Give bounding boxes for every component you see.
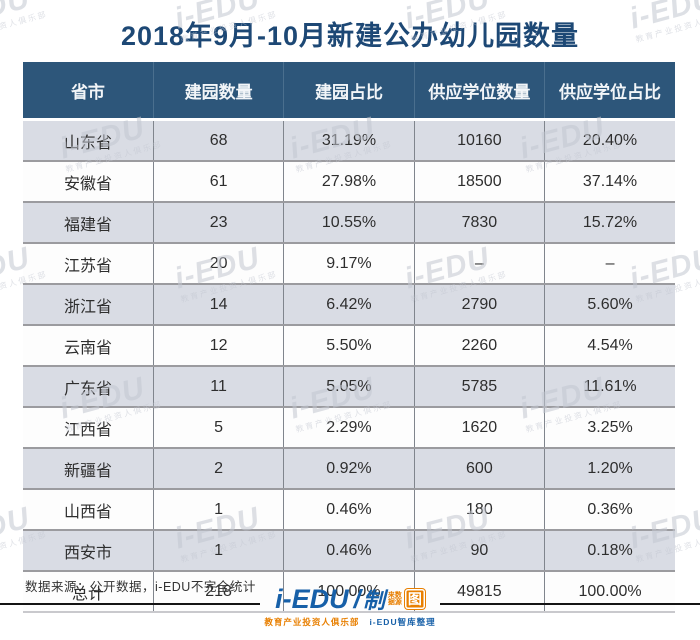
column-header: 建园占比	[283, 62, 415, 120]
value-cell: 1	[152, 530, 284, 571]
value-cell: 10.55%	[283, 202, 415, 243]
value-cell: 600	[413, 448, 545, 489]
row-label-cell: 总计	[71, 585, 104, 603]
row-label-cell: 福建省	[63, 216, 112, 234]
brand-smalltext-top: 来数	[387, 592, 402, 599]
value-cell: 23	[152, 202, 284, 243]
row-label-cell: 西安市	[63, 544, 112, 562]
value-cell: 2.29%	[283, 407, 415, 448]
value-cell: 0.46%	[283, 489, 415, 530]
brand-mark-glyph: 制	[362, 588, 385, 613]
value-cell: 31.19%	[283, 119, 415, 161]
row-label-cell: 广东省	[63, 380, 112, 398]
brand-logo-main: i-EDU / 制 来数 据源 图	[275, 584, 425, 614]
value-cell: 37.14%	[544, 161, 675, 202]
brand-logo: i-EDU / 制 来数 据源 图 教育产业投资人俱乐部 i-EDU智库整理	[260, 584, 439, 628]
value-cell: 10160	[413, 119, 545, 161]
kindergarten-table: 省市 建园数量 建园占比 供应学位数量 供应学位占比 山东省 68 31.19% 10160 2…	[23, 62, 675, 613]
value-cell: 100.00%	[283, 571, 415, 612]
table-row: 江苏省 20 9.17% – –	[23, 243, 675, 284]
table-row: 山西省 1 0.46% 180 0.36%	[23, 489, 675, 530]
value-cell: 1620	[413, 407, 545, 448]
page-title: 2018年9月-10月新建公办幼儿园数量	[120, 21, 580, 51]
value-cell: 61	[152, 161, 284, 202]
value-cell: 90	[413, 530, 545, 571]
value-cell: 49815	[413, 571, 545, 612]
value-cell: 0.92%	[283, 448, 415, 489]
row-label-cell: 山西省	[63, 503, 112, 521]
value-cell: 3.25%	[544, 407, 675, 448]
value-cell: 5.50%	[283, 325, 415, 366]
brand-smalltext-bottom: 据源	[387, 599, 402, 606]
value-cell: –	[413, 243, 545, 284]
value-cell: 12	[152, 325, 284, 366]
table-row: 广东省 11 5.05% 5785 11.61%	[23, 366, 675, 407]
column-header: 供应学位占比	[544, 62, 675, 120]
brand-boxed-glyph: 图	[404, 589, 425, 609]
table-row: 西安市 1 0.46% 90 0.18%	[23, 530, 675, 571]
table-header: 省市 建园数量 建园占比 供应学位数量 供应学位占比	[23, 62, 675, 120]
value-cell: 180	[413, 489, 545, 530]
footer-rule-left	[0, 603, 261, 605]
value-cell: 1.20%	[544, 448, 675, 489]
value-cell: 218	[152, 571, 284, 612]
footer-rule-row: i-EDU / 制 来数 据源 图 教育产业投资人俱乐部 i-EDU智库整理	[0, 584, 700, 628]
source-note: 数据来源：公开数据，i-EDU不完全统计	[25, 580, 256, 594]
brand-tagline-left: 教育产业投资人俱乐部	[264, 617, 360, 627]
value-cell: 0.18%	[544, 530, 675, 571]
table-row: 云南省 12 5.50% 2260 4.54%	[23, 325, 675, 366]
value-cell: 2	[152, 448, 284, 489]
value-cell: 27.98%	[283, 161, 415, 202]
value-cell: –	[544, 243, 675, 284]
value-cell: 100.00%	[544, 571, 675, 612]
value-cell: 20.40%	[544, 119, 675, 161]
value-cell: 14	[152, 284, 284, 325]
value-cell: 4.54%	[544, 325, 675, 366]
row-label-cell: 江西省	[63, 421, 112, 439]
row-label-cell: 新疆省	[63, 462, 112, 480]
table-row: 安徽省 61 27.98% 18500 37.14%	[23, 161, 675, 202]
value-cell: 6.42%	[283, 284, 415, 325]
brand-tagline-right: i-EDU智库整理	[369, 617, 436, 627]
value-cell: 2260	[413, 325, 545, 366]
value-cell: 5	[152, 407, 284, 448]
value-cell: 5.05%	[283, 366, 415, 407]
value-cell: 2790	[413, 284, 545, 325]
row-label-cell: 江苏省	[63, 257, 112, 275]
table-row: 山东省 68 31.19% 10160 20.40%	[23, 119, 675, 161]
value-cell: 20	[152, 243, 284, 284]
table-row: 福建省 23 10.55% 7830 15.72%	[23, 202, 675, 243]
row-label-cell: 安徽省	[63, 175, 112, 193]
table-row: 总计 218 100.00% 49815 100.00%	[23, 571, 675, 612]
table-row: 浙江省 14 6.42% 2790 5.60%	[23, 284, 675, 325]
column-header: 建园数量	[152, 62, 284, 120]
value-cell: 5785	[413, 366, 545, 407]
row-label-cell: 云南省	[63, 339, 112, 357]
brand-smalltext: 来数 据源	[388, 592, 402, 606]
brand-slash: /	[353, 583, 361, 614]
value-cell: 11	[152, 366, 284, 407]
footer-rule-right	[439, 603, 700, 605]
row-label-cell: 山东省	[63, 134, 112, 152]
row-label-cell: 浙江省	[63, 298, 112, 316]
brand-wordmark: i-EDU	[275, 583, 349, 614]
value-cell: 9.17%	[283, 243, 415, 284]
value-cell: 0.46%	[283, 530, 415, 571]
table-row: 江西省 5 2.29% 1620 3.25%	[23, 407, 675, 448]
column-header: 供应学位数量	[413, 62, 545, 120]
value-cell: 5.60%	[544, 284, 675, 325]
column-header: 省市	[23, 62, 154, 120]
value-cell: 11.61%	[544, 366, 675, 407]
value-cell: 0.36%	[544, 489, 675, 530]
value-cell: 18500	[413, 161, 545, 202]
brand-tagline: 教育产业投资人俱乐部 i-EDU智库整理	[264, 616, 435, 628]
value-cell: 1	[152, 489, 284, 530]
table-row: 新疆省 2 0.92% 600 1.20%	[23, 448, 675, 489]
value-cell: 68	[152, 119, 284, 161]
value-cell: 7830	[413, 202, 545, 243]
value-cell: 15.72%	[544, 202, 675, 243]
